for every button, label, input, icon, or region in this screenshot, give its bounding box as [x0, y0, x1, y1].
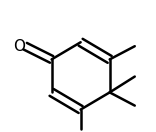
- Text: O: O: [13, 39, 25, 54]
